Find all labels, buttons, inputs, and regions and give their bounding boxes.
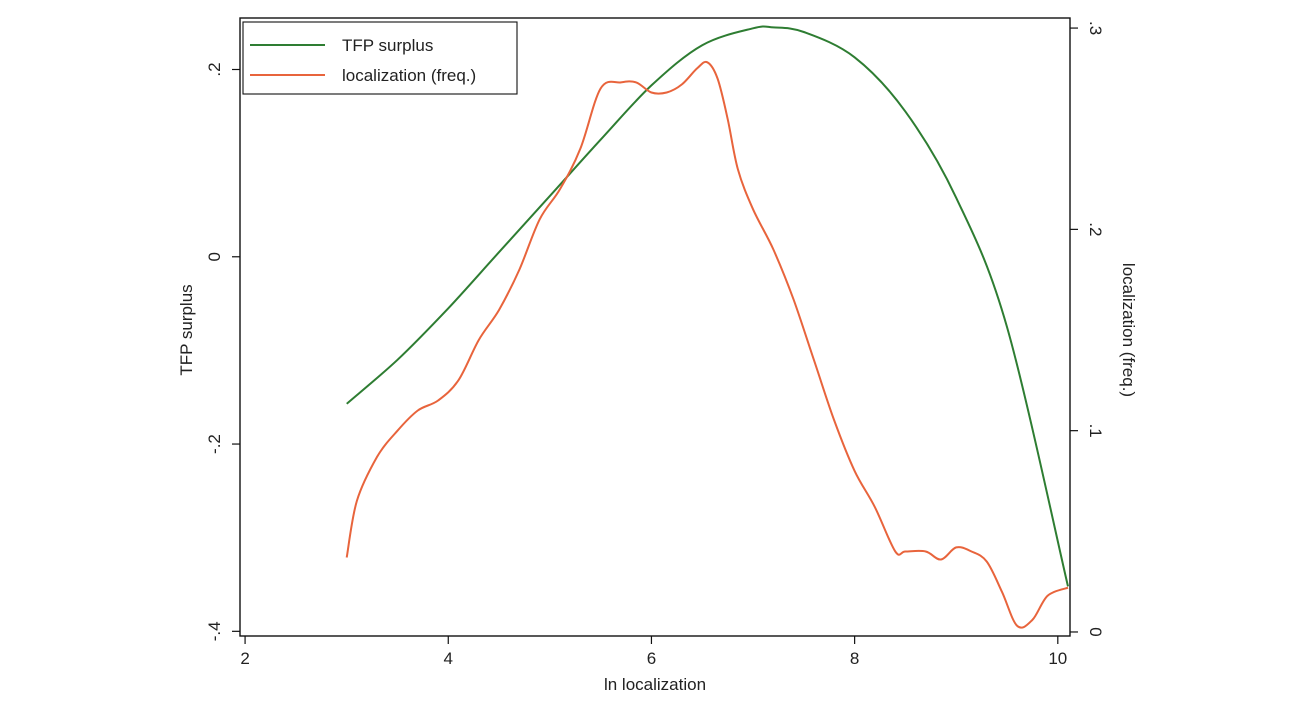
legend-label-tfp: TFP surplus — [342, 36, 433, 55]
x-tick-label: 2 — [240, 649, 249, 668]
y2-tick-label: .2 — [1086, 222, 1105, 236]
y-axis: -.4 -.2 0 .2 — [205, 62, 240, 641]
x-tick-label: 6 — [647, 649, 656, 668]
y2-tick-label: .3 — [1086, 21, 1105, 35]
y-axis-title: TFP surplus — [177, 284, 196, 375]
legend-label-localization: localization (freq.) — [342, 66, 476, 85]
series-line-localization — [345, 60, 1069, 629]
x-axis: 2 4 6 8 10 — [240, 636, 1067, 668]
plot-frame — [239, 17, 1071, 637]
y2-tick-label: .1 — [1086, 424, 1105, 438]
x-axis-title: ln localization — [604, 675, 706, 694]
x-tick-label: 4 — [444, 649, 453, 668]
y2-tick-label: 0 — [1086, 627, 1105, 636]
y2-axis: 0 .1 .2 .3 — [1070, 21, 1105, 637]
legend: TFP surplus localization (freq.) — [242, 21, 518, 95]
x-tick-label: 8 — [850, 649, 859, 668]
y-tick-label: 0 — [205, 252, 224, 261]
y-tick-label: .2 — [205, 62, 224, 76]
series-line-tfp-surplus — [346, 25, 1069, 587]
y-tick-label: -.2 — [205, 434, 224, 454]
y-tick-label: -.4 — [205, 621, 224, 641]
legend-box — [242, 21, 518, 95]
series-layer — [345, 25, 1069, 629]
y2-axis-title: localization (freq.) — [1119, 263, 1138, 397]
x-tick-label: 10 — [1048, 649, 1067, 668]
